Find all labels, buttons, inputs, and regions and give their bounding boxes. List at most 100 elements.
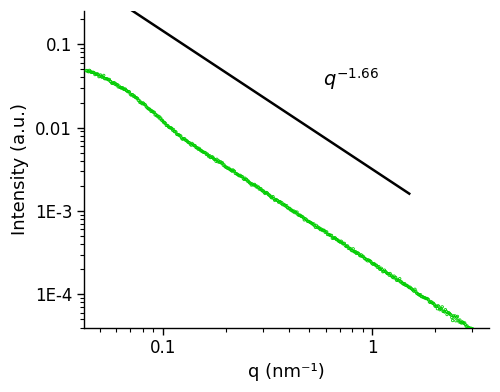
- Point: [225, 165, 233, 171]
- Point: [107, 78, 115, 85]
- Point: [234, 172, 242, 178]
- Point: [382, 268, 390, 274]
- Point: [108, 80, 116, 86]
- Point: [126, 89, 134, 95]
- Point: [361, 256, 369, 262]
- Point: [208, 154, 216, 160]
- Point: [172, 129, 180, 135]
- Point: [345, 245, 353, 251]
- Point: [374, 264, 382, 270]
- Point: [391, 275, 399, 281]
- Point: [359, 253, 367, 259]
- Point: [278, 201, 286, 208]
- Point: [272, 196, 280, 203]
- Point: [238, 174, 246, 180]
- Point: [472, 330, 480, 336]
- Point: [285, 205, 293, 212]
- Point: [160, 120, 168, 126]
- Point: [116, 84, 124, 91]
- Point: [174, 132, 182, 138]
- Point: [427, 299, 435, 305]
- Point: [396, 279, 404, 285]
- Point: [217, 159, 225, 165]
- Point: [189, 141, 197, 147]
- Point: [98, 74, 106, 80]
- Point: [328, 235, 336, 241]
- Point: [370, 260, 378, 267]
- Point: [194, 146, 202, 152]
- Point: [155, 113, 163, 120]
- Point: [229, 167, 237, 173]
- Point: [356, 252, 364, 258]
- Point: [224, 165, 232, 172]
- Point: [150, 109, 158, 115]
- Point: [122, 87, 130, 94]
- Point: [245, 179, 253, 185]
- Point: [120, 86, 128, 93]
- Point: [388, 274, 396, 280]
- Point: [260, 188, 268, 194]
- Point: [400, 280, 408, 287]
- Point: [185, 140, 193, 146]
- Point: [143, 104, 151, 111]
- Point: [156, 116, 164, 122]
- Point: [310, 221, 318, 227]
- Point: [442, 307, 450, 313]
- Point: [221, 163, 229, 169]
- Point: [180, 135, 188, 142]
- Point: [420, 294, 428, 301]
- Point: [210, 156, 218, 162]
- Point: [284, 205, 292, 211]
- Point: [106, 76, 114, 83]
- Point: [136, 99, 144, 105]
- Point: [325, 232, 333, 238]
- Point: [436, 307, 444, 313]
- Point: [292, 209, 300, 215]
- Point: [193, 145, 201, 151]
- Point: [455, 319, 463, 325]
- Point: [146, 106, 154, 112]
- Point: [222, 164, 230, 170]
- Point: [440, 308, 448, 314]
- Point: [112, 82, 120, 88]
- Point: [211, 156, 219, 163]
- Point: [140, 102, 148, 108]
- Point: [373, 264, 381, 270]
- Point: [384, 270, 392, 277]
- Point: [430, 300, 438, 307]
- Point: [313, 224, 321, 230]
- Point: [343, 243, 351, 249]
- Point: [297, 213, 305, 220]
- Point: [102, 76, 110, 82]
- Point: [104, 76, 112, 82]
- Point: [296, 212, 304, 218]
- Point: [372, 262, 380, 269]
- Point: [276, 199, 283, 205]
- Point: [390, 274, 398, 281]
- Point: [406, 285, 413, 291]
- Point: [272, 197, 280, 203]
- Point: [464, 325, 472, 331]
- Point: [110, 80, 118, 86]
- Point: [376, 266, 384, 272]
- Point: [106, 78, 114, 84]
- Point: [128, 91, 136, 98]
- Point: [144, 106, 152, 112]
- Point: [132, 95, 140, 101]
- Point: [82, 67, 90, 74]
- Point: [436, 306, 444, 312]
- Point: [220, 162, 228, 169]
- Point: [298, 214, 306, 220]
- Point: [333, 236, 341, 243]
- Point: [236, 172, 244, 179]
- Point: [210, 156, 218, 162]
- Point: [230, 168, 238, 174]
- Point: [338, 239, 346, 245]
- Point: [378, 265, 386, 271]
- Point: [264, 190, 272, 196]
- Point: [199, 149, 207, 155]
- Point: [139, 100, 147, 106]
- Point: [394, 277, 402, 283]
- Point: [268, 194, 276, 201]
- Point: [230, 168, 237, 174]
